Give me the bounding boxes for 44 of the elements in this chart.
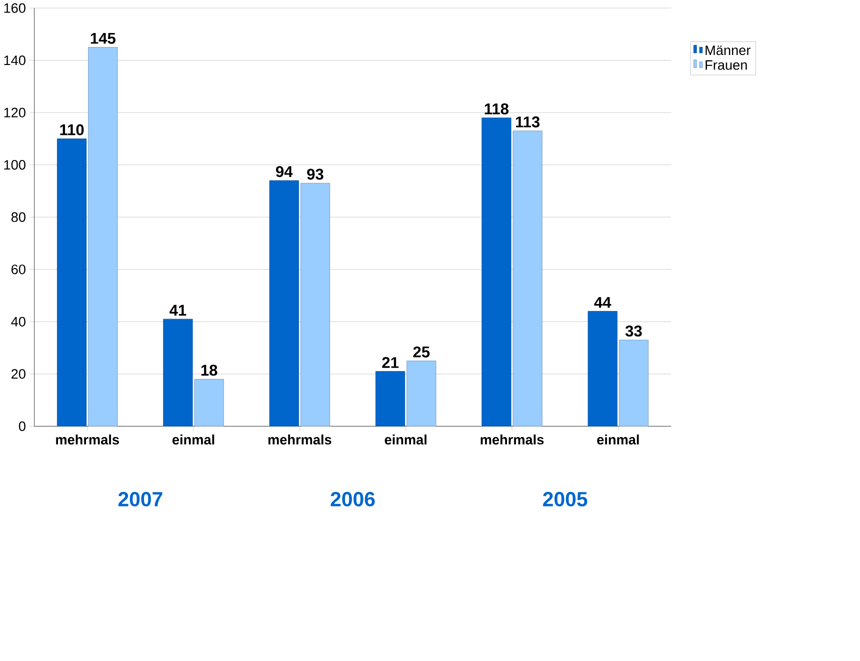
- data-label: 33: [625, 325, 642, 336]
- data-label: 94: [276, 166, 293, 177]
- bar: [57, 138, 87, 426]
- x-tick-label: einmal: [597, 434, 639, 444]
- text: 2007: [118, 492, 162, 506]
- data-label: 44: [594, 296, 612, 308]
- bar: [406, 360, 436, 426]
- y-tick-label: 100: [4, 160, 26, 170]
- y-tick-label: 120: [4, 108, 26, 118]
- bar: [482, 117, 512, 426]
- y-tick-label: 40: [11, 316, 26, 326]
- bar: [163, 318, 193, 426]
- y-tick-label: 160: [4, 3, 26, 13]
- bar: [376, 370, 406, 426]
- y-tick-label: 20: [12, 368, 26, 379]
- bar: [618, 340, 649, 426]
- data-label: 113: [516, 116, 540, 128]
- data-label: 145: [90, 32, 116, 44]
- bar: [88, 46, 118, 426]
- data-label: 93: [307, 168, 324, 180]
- y-tick-label: 140: [4, 55, 26, 65]
- bar: [269, 180, 299, 426]
- data-label: 21: [382, 356, 398, 368]
- x-tick-label: einmal: [172, 434, 214, 444]
- legend-label: Männer: [706, 45, 750, 55]
- y-tick-label: 80: [11, 212, 26, 222]
- x-tick-label: einmal: [384, 434, 426, 444]
- bar: [194, 378, 224, 426]
- text: 2006: [330, 492, 375, 506]
- bar: [300, 182, 330, 426]
- y-tick-label: 0: [18, 421, 26, 431]
- data-label: 110: [60, 124, 84, 136]
- x-tick-label: mehrmals: [268, 434, 332, 444]
- bar: [512, 130, 542, 426]
- legend-label: Frauen: [706, 60, 747, 70]
- bar: [588, 310, 618, 426]
- text: 2005: [543, 492, 588, 506]
- data-label: 18: [201, 364, 218, 376]
- y-tick-label: 60: [12, 264, 26, 274]
- data-label: 25: [413, 346, 430, 358]
- x-tick-label: mehrmals: [56, 434, 119, 444]
- data-label: 41: [170, 304, 186, 316]
- x-tick-label: mehrmals: [480, 434, 544, 444]
- data-label: 118: [484, 103, 509, 114]
